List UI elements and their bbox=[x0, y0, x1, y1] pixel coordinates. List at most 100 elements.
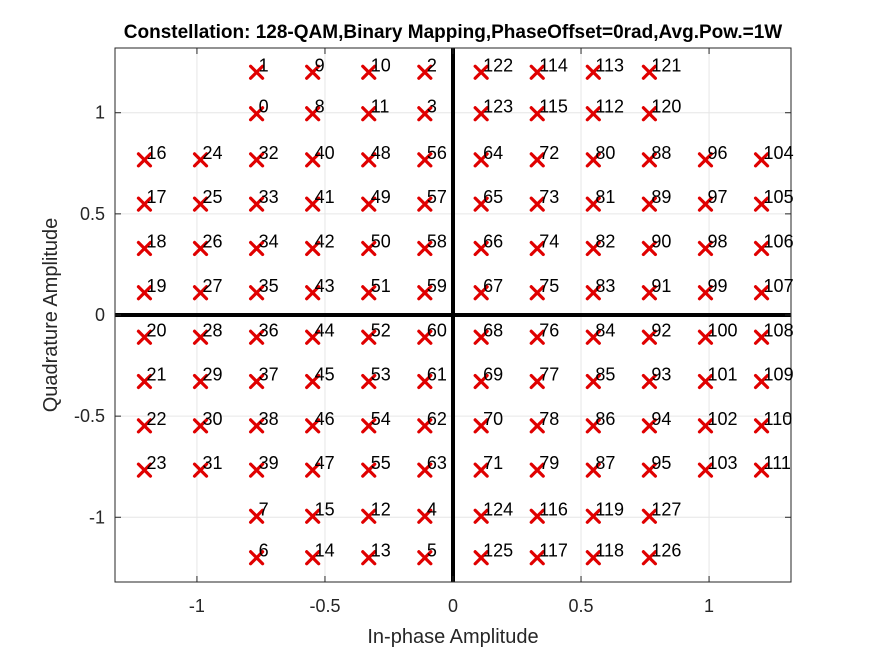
point-label: 33 bbox=[259, 187, 279, 207]
x-marker bbox=[361, 196, 377, 212]
x-marker bbox=[585, 106, 601, 122]
x-marker bbox=[585, 64, 601, 80]
point-label: 73 bbox=[539, 187, 559, 207]
point-label: 38 bbox=[259, 409, 279, 429]
point-label: 48 bbox=[371, 143, 391, 163]
point-label: 83 bbox=[595, 276, 615, 296]
x-marker bbox=[305, 329, 321, 345]
point-label: 59 bbox=[427, 276, 447, 296]
x-marker bbox=[417, 64, 433, 80]
constellation-point: 65 bbox=[473, 187, 503, 212]
point-label: 40 bbox=[315, 143, 335, 163]
point-label: 77 bbox=[539, 365, 559, 385]
point-label: 120 bbox=[651, 97, 681, 117]
axis-lines bbox=[115, 48, 791, 582]
point-label: 8 bbox=[315, 97, 325, 117]
point-label: 127 bbox=[651, 499, 681, 519]
constellation-point: 108 bbox=[753, 320, 794, 345]
constellation-point: 10 bbox=[361, 55, 391, 80]
point-label: 69 bbox=[483, 365, 503, 385]
x-marker bbox=[249, 418, 265, 434]
x-marker bbox=[305, 462, 321, 478]
constellation-point: 40 bbox=[305, 143, 335, 168]
constellation-point: 106 bbox=[753, 231, 794, 257]
point-label: 87 bbox=[595, 453, 615, 473]
point-label: 107 bbox=[764, 276, 794, 296]
point-label: 114 bbox=[539, 55, 568, 75]
x-marker bbox=[361, 508, 377, 524]
constellation-point: 115 bbox=[529, 97, 568, 122]
x-marker bbox=[249, 240, 265, 257]
point-label: 116 bbox=[539, 499, 568, 519]
x-marker bbox=[136, 373, 153, 390]
constellation-point: 78 bbox=[529, 409, 559, 434]
constellation-point: 112 bbox=[585, 97, 624, 122]
constellation-point: 4 bbox=[417, 499, 437, 524]
x-marker bbox=[529, 550, 545, 566]
x-marker bbox=[697, 240, 714, 257]
x-marker bbox=[585, 550, 601, 566]
point-label: 108 bbox=[764, 320, 794, 340]
constellation-point: 98 bbox=[697, 231, 728, 257]
x-marker bbox=[753, 418, 770, 434]
constellation-point: 15 bbox=[305, 499, 335, 524]
point-label: 76 bbox=[539, 320, 559, 340]
constellation-point: 74 bbox=[529, 231, 559, 257]
constellation-point: 126 bbox=[641, 541, 681, 566]
point-label: 95 bbox=[651, 453, 671, 473]
constellation-point: 61 bbox=[417, 365, 447, 390]
constellation-point: 83 bbox=[585, 276, 615, 301]
constellation-point: 99 bbox=[697, 276, 728, 301]
point-label: 42 bbox=[315, 231, 335, 251]
x-marker bbox=[753, 196, 770, 212]
constellation-point: 2 bbox=[417, 55, 437, 80]
x-marker bbox=[697, 418, 714, 434]
x-marker bbox=[753, 462, 770, 478]
x-marker bbox=[249, 508, 265, 524]
constellation-point: 11 bbox=[361, 97, 389, 122]
constellation-point: 53 bbox=[361, 365, 391, 390]
point-label: 22 bbox=[146, 409, 166, 429]
x-marker bbox=[305, 152, 321, 168]
point-label: 102 bbox=[707, 409, 737, 429]
constellation-point: 41 bbox=[305, 187, 335, 212]
x-marker bbox=[249, 152, 265, 168]
constellation-point: 34 bbox=[249, 231, 279, 257]
x-marker bbox=[417, 508, 433, 524]
point-label: 2 bbox=[427, 55, 437, 75]
point-label: 34 bbox=[259, 231, 279, 251]
chart-title: Constellation: 128-QAM,Binary Mapping,Ph… bbox=[124, 22, 783, 43]
constellation-point: 94 bbox=[641, 409, 671, 434]
point-label: 9 bbox=[315, 55, 325, 75]
constellation-point: 5 bbox=[417, 541, 437, 566]
point-label: 117 bbox=[539, 541, 568, 561]
constellation-point: 16 bbox=[136, 143, 166, 168]
point-label: 27 bbox=[203, 276, 223, 296]
point-label: 112 bbox=[595, 97, 624, 117]
point-label: 41 bbox=[315, 187, 335, 207]
x-marker bbox=[417, 285, 433, 301]
x-marker bbox=[641, 329, 657, 345]
constellation-point: 14 bbox=[305, 541, 335, 566]
point-label: 123 bbox=[483, 97, 513, 117]
x-marker bbox=[585, 196, 601, 212]
x-marker bbox=[585, 152, 601, 168]
x-marker bbox=[417, 240, 433, 257]
x-marker bbox=[361, 329, 377, 345]
x-marker bbox=[529, 329, 545, 345]
constellation-point: 18 bbox=[136, 231, 166, 257]
constellation-point: 87 bbox=[585, 453, 615, 478]
point-label: 21 bbox=[146, 365, 166, 385]
x-marker bbox=[529, 64, 545, 80]
point-label: 64 bbox=[483, 143, 503, 163]
x-marker bbox=[192, 418, 209, 434]
x-marker bbox=[641, 508, 657, 524]
x-marker bbox=[529, 462, 545, 478]
constellation-point: 117 bbox=[529, 541, 568, 566]
constellation-point: 59 bbox=[417, 276, 447, 301]
point-label: 49 bbox=[371, 187, 391, 207]
x-marker bbox=[697, 462, 714, 478]
constellation-point: 93 bbox=[641, 365, 671, 390]
point-label: 44 bbox=[315, 320, 335, 340]
x-marker bbox=[249, 550, 265, 566]
